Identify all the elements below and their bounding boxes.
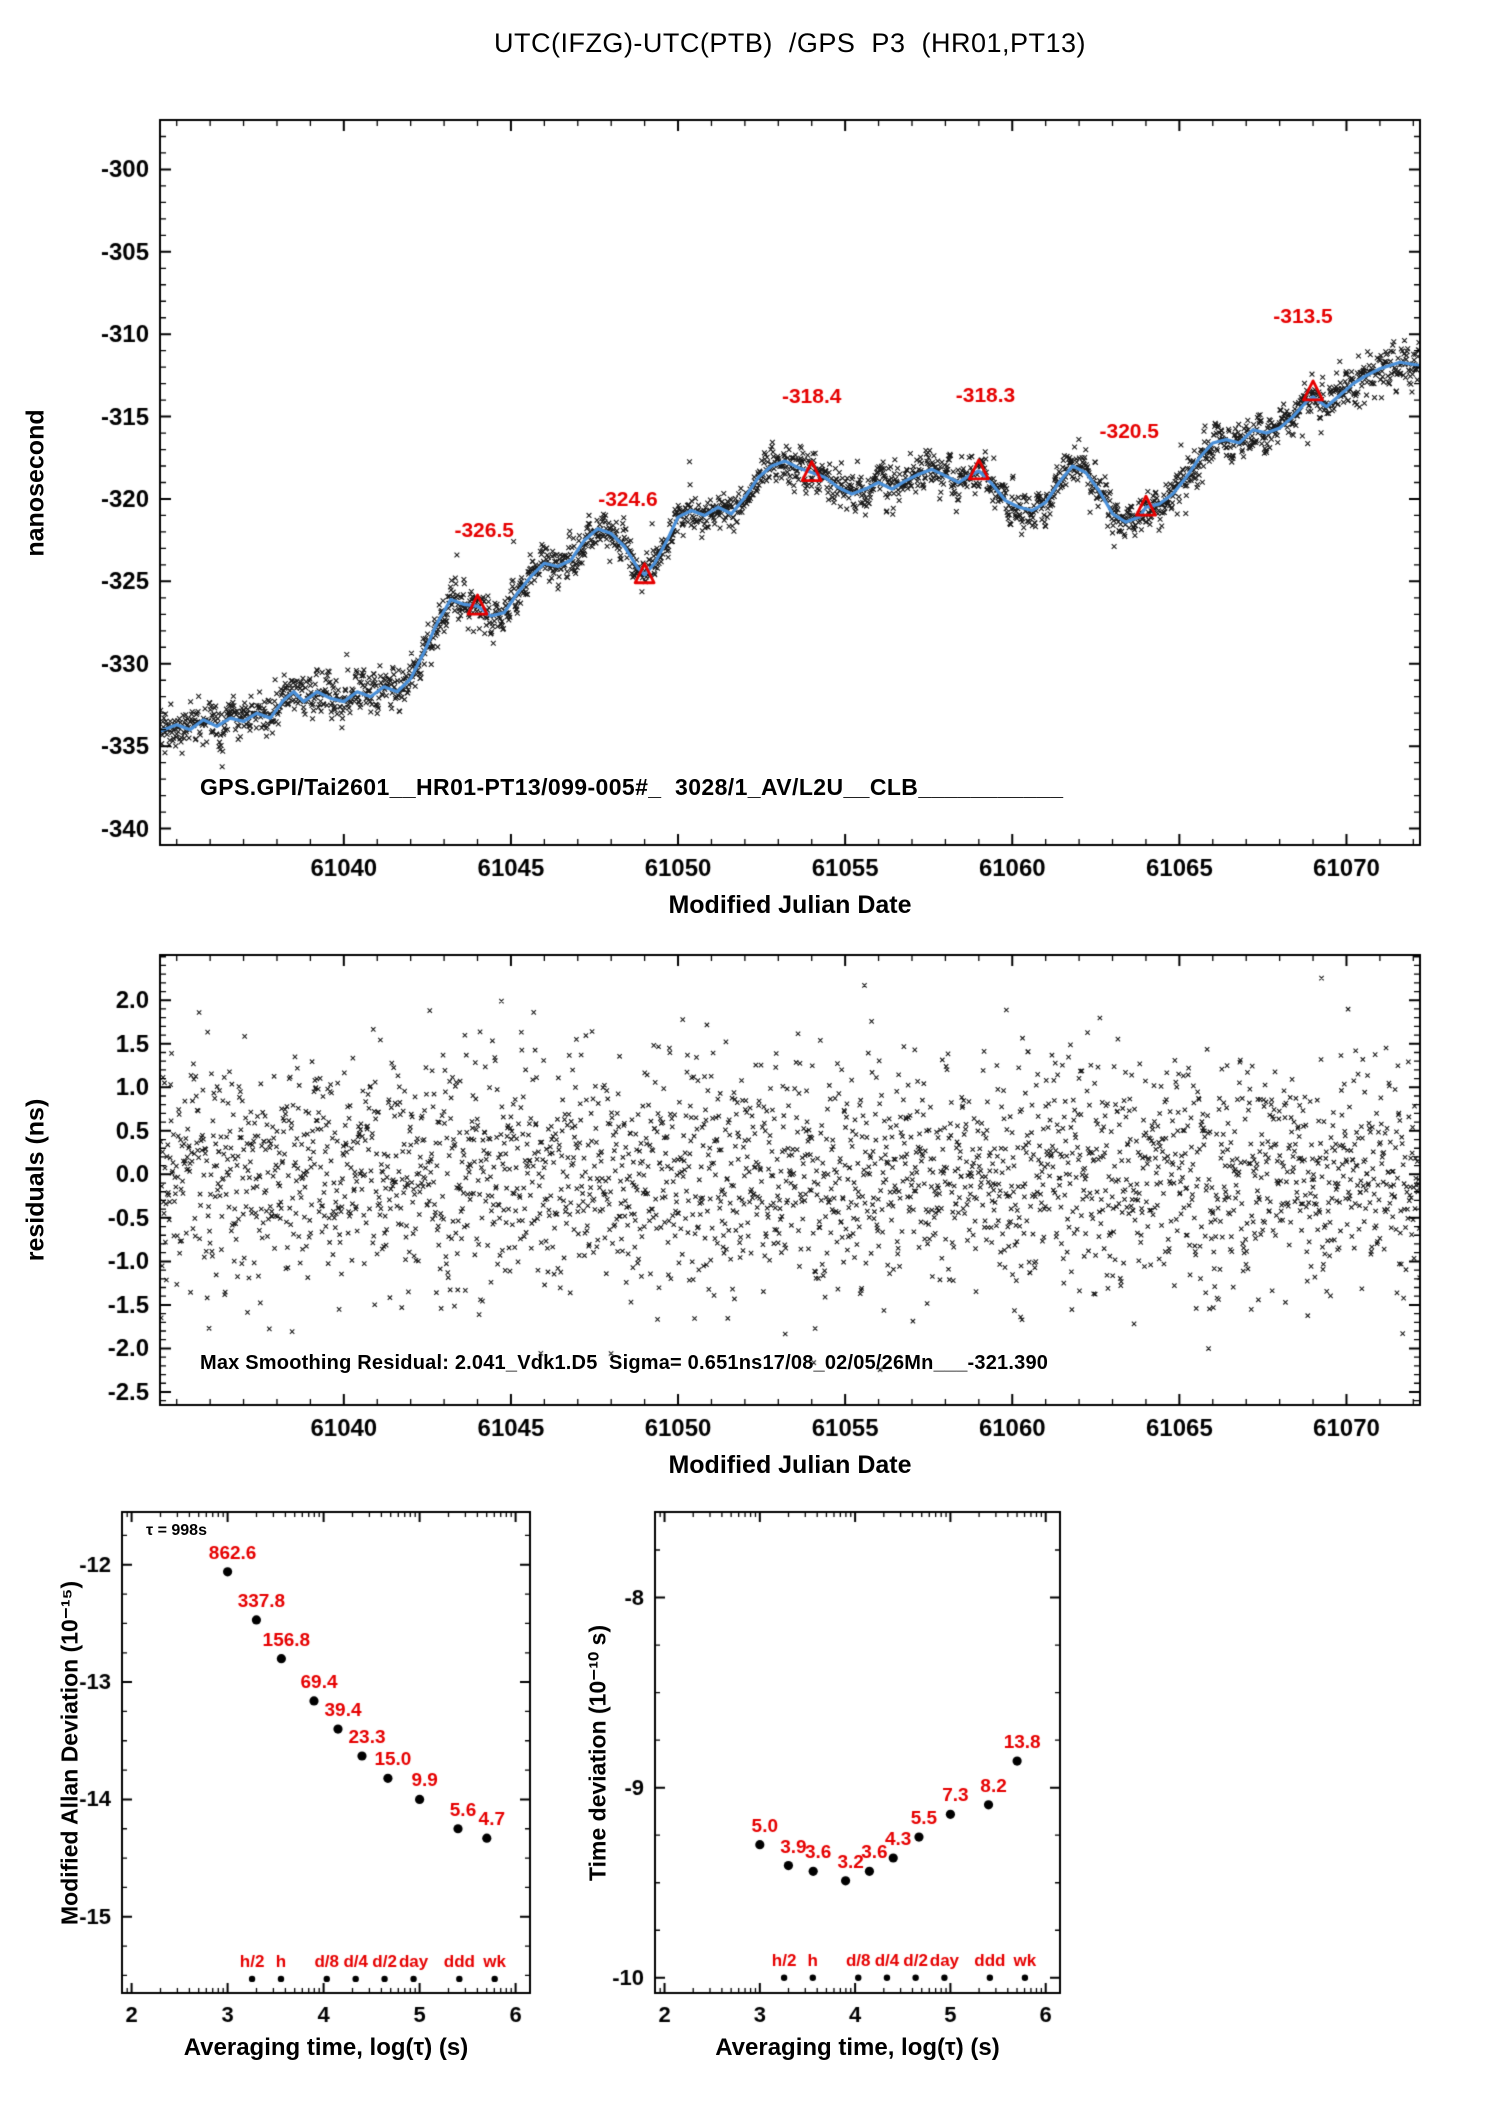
chart-title: UTC(IFZG)-UTC(PTB) /GPS P3 (HR01,PT13) (493, 28, 1087, 58)
phase-chart-canvas (0, 95, 1488, 895)
tau-note: τ = 998s (146, 1522, 207, 1539)
tdev-x-axis-label: Averaging time, log(τ) (s) (715, 2034, 1000, 2061)
residuals-chart-canvas (0, 930, 1488, 1460)
tdev-chart-canvas (560, 1470, 1120, 2070)
mdev-x-axis-label: Averaging time, log(τ) (s) (183, 2034, 469, 2061)
phase-annotation: GPS.GPI/Tai2601__HR01-PT13/099-005#_ 302… (200, 774, 1064, 800)
phase-x-axis-label: Modified Julian Date (668, 891, 912, 919)
residuals-annotation: Max Smoothing Residual: 2.041_Vdk1.D5 Si… (200, 1352, 1049, 1374)
mdev-chart-canvas (0, 1470, 560, 2070)
residuals-x-axis-label: Modified Julian Date (668, 1451, 912, 1479)
